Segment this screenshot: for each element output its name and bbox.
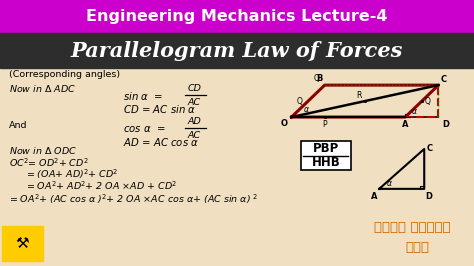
- Bar: [2, 226, 43, 261]
- Text: = OA$^2$+ AD$^2$+ 2 OA $\times$AD + CD$^2$: = OA$^2$+ AD$^2$+ 2 OA $\times$AD + CD$^…: [26, 180, 177, 193]
- Text: R: R: [356, 91, 361, 100]
- Text: HHB: HHB: [311, 156, 340, 169]
- Text: PBP: PBP: [313, 142, 339, 155]
- Text: ⚒: ⚒: [16, 236, 29, 251]
- Text: CD = AC sin $\alpha$: CD = AC sin $\alpha$: [123, 103, 197, 115]
- Text: AC: AC: [187, 98, 201, 107]
- Text: $\alpha$: $\alpha$: [303, 105, 310, 114]
- Bar: [0, 68, 474, 266]
- Text: D: D: [426, 192, 433, 201]
- Text: AD: AD: [187, 117, 201, 126]
- Text: C: C: [441, 75, 447, 84]
- Text: sin $\alpha$  =: sin $\alpha$ =: [123, 90, 164, 102]
- Text: Q: Q: [424, 97, 430, 106]
- Text: A: A: [402, 120, 409, 129]
- FancyBboxPatch shape: [301, 141, 351, 170]
- Text: Parallelogram Law of Forces: Parallelogram Law of Forces: [71, 40, 403, 61]
- Text: And: And: [9, 120, 27, 130]
- Text: CD: CD: [187, 84, 201, 93]
- Text: (Corresponding angles): (Corresponding angles): [9, 70, 119, 79]
- Text: Now in $\Delta$ ODC: Now in $\Delta$ ODC: [9, 145, 77, 156]
- Text: OC$^2$= OD$^2$+ CD$^2$: OC$^2$= OD$^2$+ CD$^2$: [9, 156, 88, 169]
- Bar: [0, 0, 474, 33]
- Text: C: C: [427, 144, 433, 153]
- Text: = OA$^2$+ (AC cos $\alpha$ )$^2$+ 2 OA $\times$AC cos $\alpha$+ (AC sin $\alpha$: = OA$^2$+ (AC cos $\alpha$ )$^2$+ 2 OA $…: [9, 192, 258, 206]
- Text: B: B: [316, 74, 322, 83]
- Text: Now in $\Delta$ ADC: Now in $\Delta$ ADC: [9, 83, 76, 94]
- Bar: [0, 33, 474, 68]
- Text: cos $\alpha$  =: cos $\alpha$ =: [123, 124, 166, 134]
- Text: A: A: [371, 192, 378, 201]
- Text: = (OA+ AD)$^2$+ CD$^2$: = (OA+ AD)$^2$+ CD$^2$: [26, 167, 118, 181]
- Text: Engineering Mechanics Lecture-4: Engineering Mechanics Lecture-4: [86, 9, 388, 24]
- Text: D: D: [442, 120, 449, 129]
- Text: AD = AC cos $\alpha$: AD = AC cos $\alpha$: [123, 135, 200, 148]
- Text: $\alpha$: $\alpha$: [386, 179, 393, 188]
- Text: P: P: [322, 120, 327, 129]
- Text: AC: AC: [187, 131, 201, 140]
- Text: समझो हिंदी: समझो हिंदी: [374, 221, 451, 234]
- Text: O: O: [281, 119, 288, 128]
- Text: $\alpha$: $\alpha$: [411, 107, 418, 116]
- Text: Q: Q: [297, 97, 302, 106]
- Text: में: में: [405, 242, 429, 254]
- Text: Q: Q: [314, 74, 320, 83]
